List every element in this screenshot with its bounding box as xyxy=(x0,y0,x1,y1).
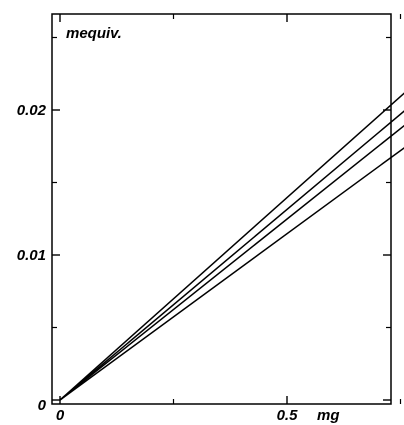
series-line-2 xyxy=(59,110,404,401)
x-tick-labels: 00.51.01.5 xyxy=(56,407,299,424)
series-line-3 xyxy=(59,124,404,401)
y-tick-label: 0.01 xyxy=(17,247,46,264)
major-ticks xyxy=(52,14,391,404)
y-axis-label: mequiv. xyxy=(66,25,122,42)
series-line-1 xyxy=(59,147,404,401)
x-tick-label: 0 xyxy=(56,407,65,424)
minor-ticks xyxy=(52,14,402,404)
y-tick-label: 0 xyxy=(38,397,47,414)
series-line-4 xyxy=(59,92,404,401)
x-axis-label: mg xyxy=(317,407,340,424)
y-tick-labels: 00.010.020.03 xyxy=(17,102,47,414)
series-lines xyxy=(59,92,404,401)
x-tick-label: 0.5 xyxy=(277,407,299,424)
plot-frame xyxy=(51,13,392,405)
y-tick-label: 0.02 xyxy=(17,102,47,119)
